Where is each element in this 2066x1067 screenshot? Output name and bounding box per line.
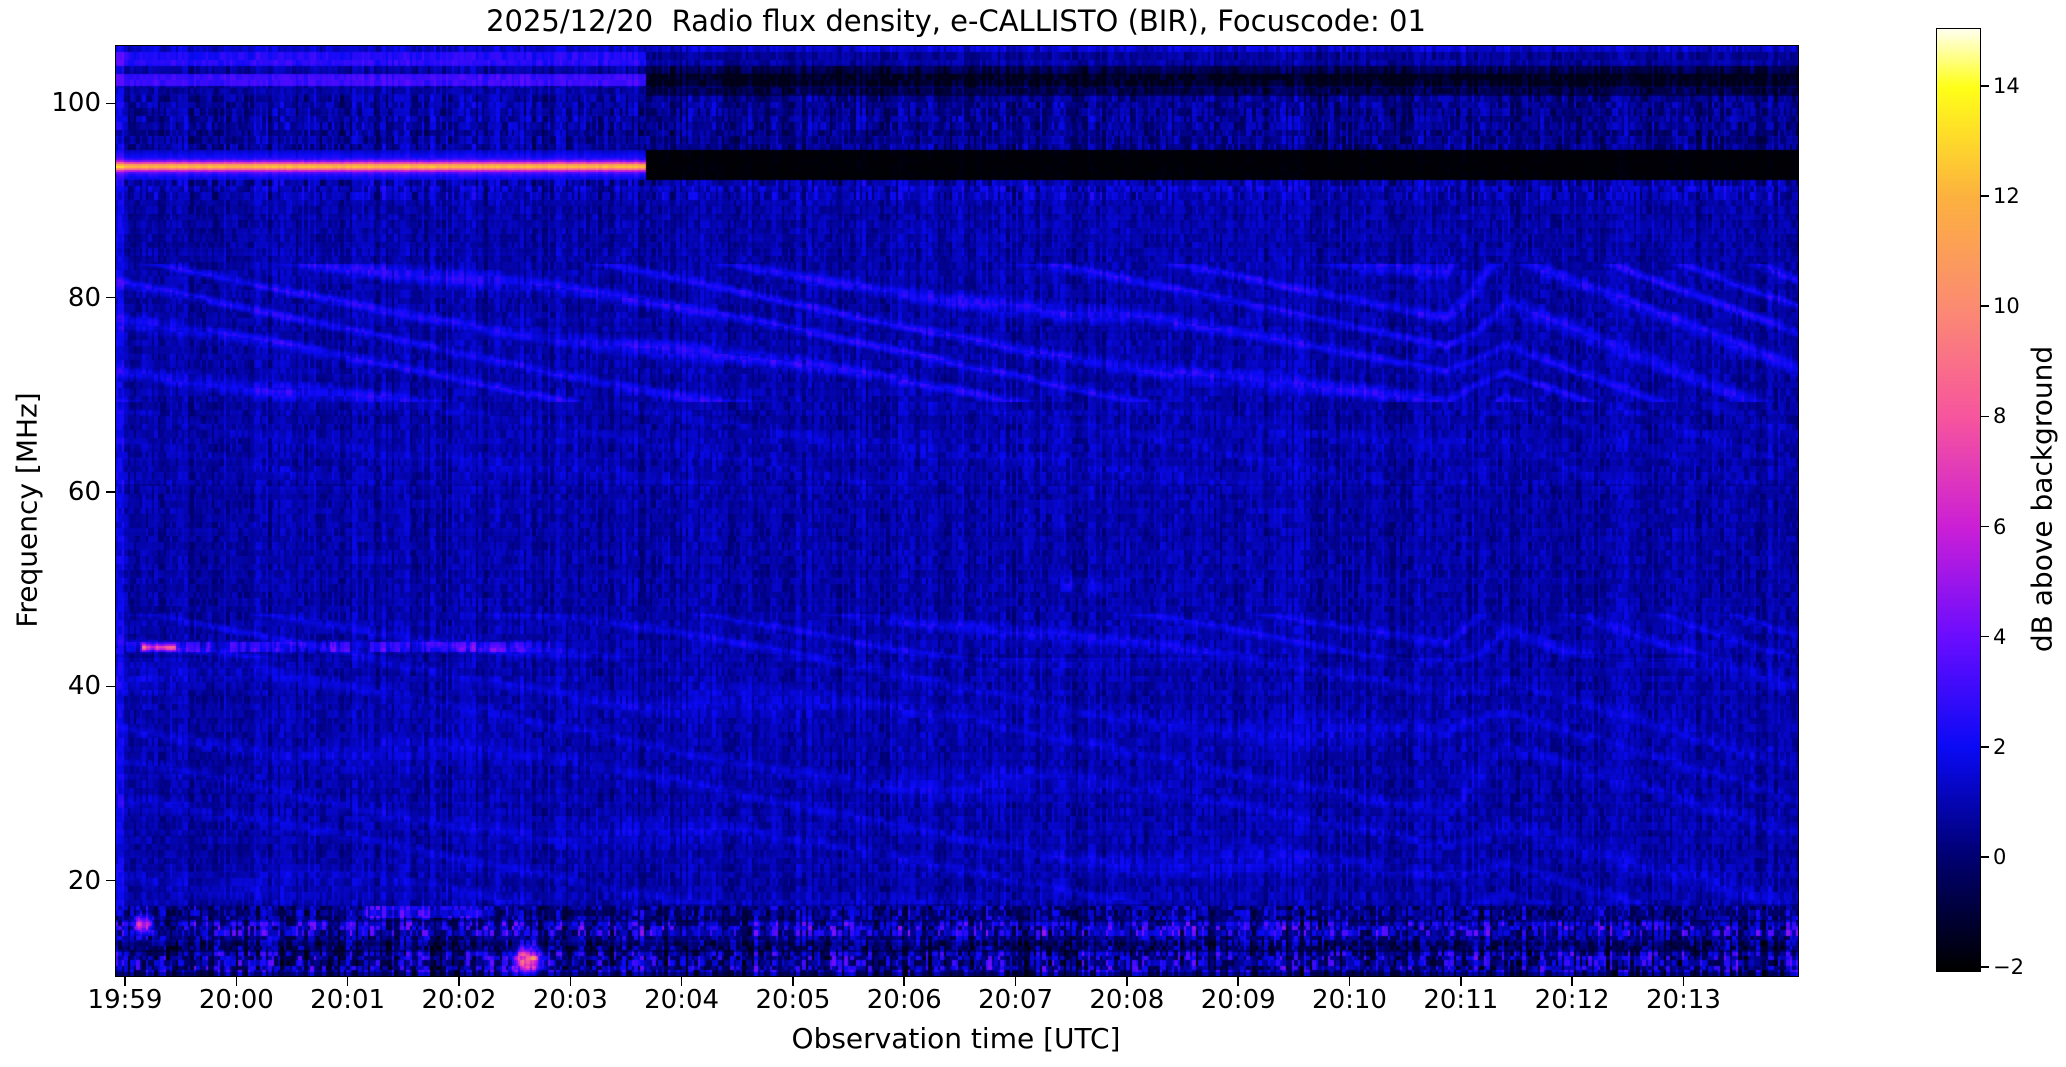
colorbar-tick-mark [1980,966,1989,968]
x-tick-mark [1348,976,1351,986]
y-axis-label: Frequency [MHz] [10,392,44,628]
colorbar [1936,28,1981,972]
y-tick-mark [106,491,115,493]
colorbar-tick-mark [1980,305,1989,307]
y-tick-label: 80 [67,282,101,313]
x-tick-mark [346,976,349,986]
x-tick-mark [1126,976,1128,986]
x-tick-label: 20:03 [532,985,608,1015]
x-tick-label: 20:08 [1089,985,1165,1015]
colorbar-tick-label: 2 [1993,734,2007,759]
x-tick-mark [1460,976,1462,986]
colorbar-gradient-canvas [1937,29,1980,971]
x-axis-label: Observation time [UTC] [791,1022,1121,1055]
y-tick-mark [106,296,115,299]
x-tick-label: 20:07 [978,985,1054,1015]
y-tick-label: 100 [51,88,101,119]
x-tick-mark [792,976,794,986]
x-tick-mark [903,976,905,986]
colorbar-tick-label: 8 [1993,404,2007,429]
x-tick-label: 20:01 [310,985,386,1015]
y-tick-mark [106,102,115,105]
y-tick-label: 60 [67,477,101,508]
x-tick-mark [458,976,460,986]
colorbar-tick-mark [1980,415,1989,418]
y-tick-mark [106,879,115,882]
x-tick-label: 20:09 [1200,985,1276,1015]
x-tick-mark [235,976,238,986]
x-tick-mark [1237,976,1239,986]
x-tick-mark [1014,976,1017,986]
colorbar-tick-label: 6 [1993,514,2007,539]
x-tick-label: 19:59 [87,985,163,1015]
colorbar-tick-mark [1980,856,1989,858]
spectrogram-canvas [116,46,1798,976]
x-tick-label: 20:02 [421,985,497,1015]
plot-area [115,45,1799,977]
x-tick-mark [680,976,683,986]
x-tick-label: 20:00 [198,985,274,1015]
x-tick-label: 20:10 [1312,985,1387,1015]
colorbar-tick-mark [1980,525,1989,528]
colorbar-tick-label: 10 [1993,294,2020,319]
x-tick-label: 20:12 [1534,985,1610,1015]
y-tick-mark [106,685,115,688]
x-tick-label: 20:04 [644,985,720,1015]
colorbar-label: dB above background [2025,345,2059,653]
colorbar-tick-label: 0 [1993,845,2007,870]
colorbar-tick-mark [1980,195,1989,197]
x-tick-label: 20:13 [1645,985,1721,1015]
x-tick-mark [1571,976,1573,986]
x-tick-label: 20:05 [755,985,831,1015]
colorbar-tick-label: 12 [1993,184,2020,209]
colorbar-tick-mark [1980,746,1989,748]
colorbar-tick-label: −2 [1993,955,2024,980]
x-tick-label: 20:06 [866,985,942,1015]
y-tick-label: 20 [67,865,101,896]
colorbar-tick-label: 4 [1993,624,2007,649]
x-tick-mark [124,976,126,986]
y-tick-label: 40 [67,671,101,702]
x-tick-label: 20:11 [1423,985,1499,1015]
chart-title: 2025/12/20 Radio flux density, e-CALLIST… [486,4,1426,38]
colorbar-tick-label: 14 [1993,73,2020,98]
colorbar-tick-mark [1980,85,1989,87]
colorbar-tick-mark [1980,635,1989,638]
x-tick-mark [569,976,572,986]
x-tick-mark [1682,976,1685,986]
